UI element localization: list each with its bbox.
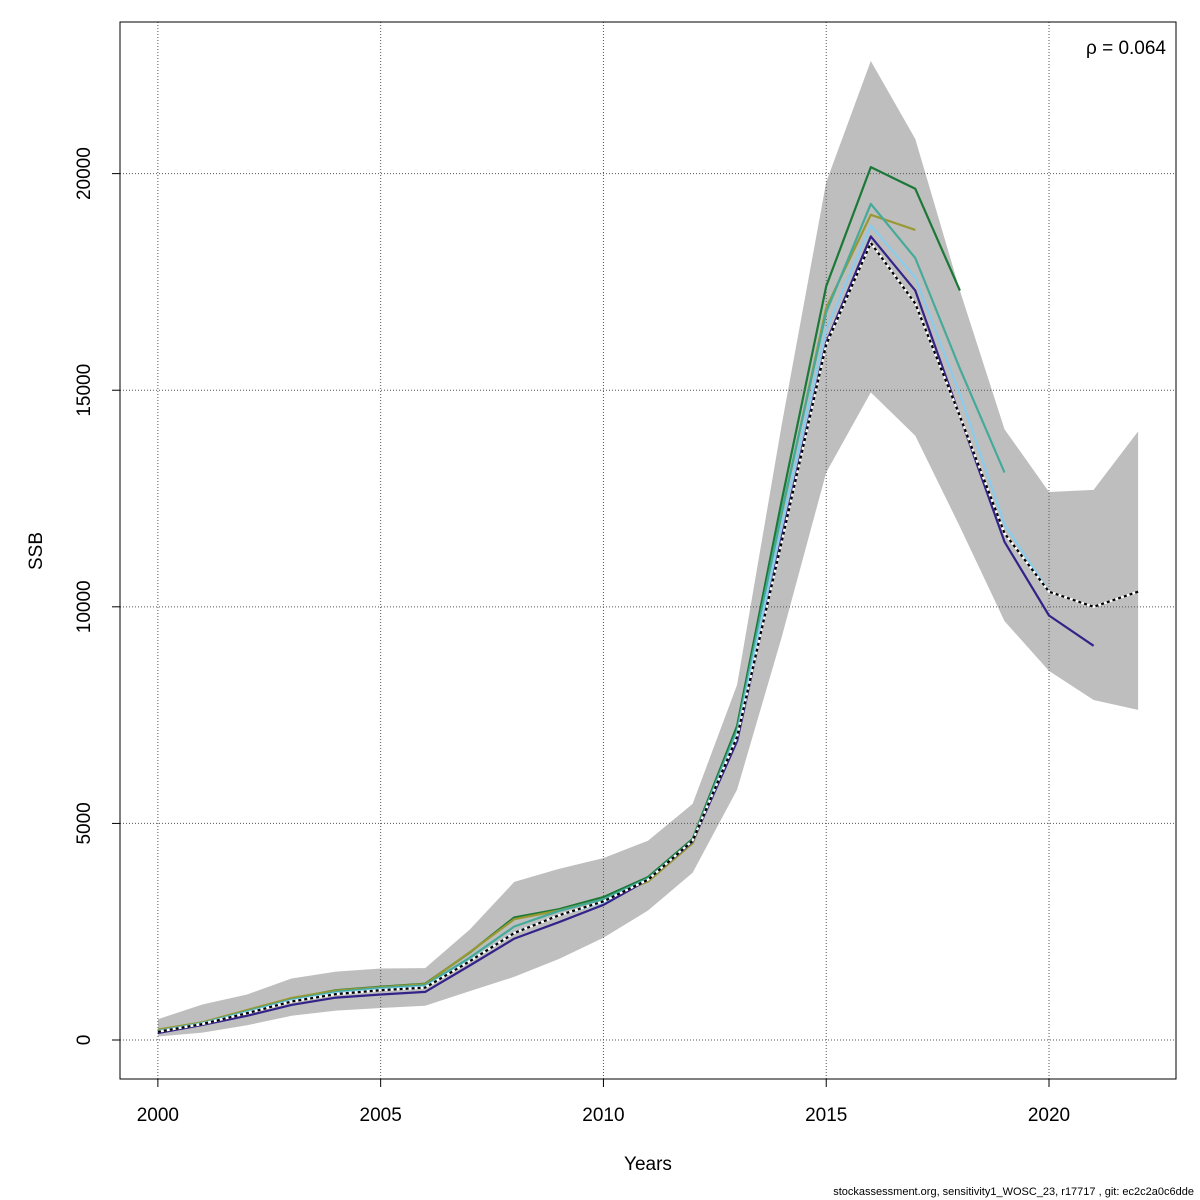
series-layer bbox=[157, 166, 1139, 1035]
x-tick-label-2010: 2010 bbox=[582, 1105, 624, 1126]
x-tick-label-2015: 2015 bbox=[805, 1105, 847, 1126]
y-tick-label-0: 0 bbox=[74, 1035, 95, 1046]
confidence-band-layer bbox=[157, 61, 1139, 1037]
x-axis-label: Years bbox=[624, 1154, 672, 1175]
y-tick-label-15000: 15000 bbox=[74, 364, 95, 417]
rho-annotation: ρ = 0.064 bbox=[1086, 38, 1166, 59]
y-tick-label-5000: 5000 bbox=[74, 802, 95, 844]
x-tick-label-2020: 2020 bbox=[1028, 1105, 1070, 1126]
footer-source: stockassessment.org, sensitivity1_WOSC_2… bbox=[833, 1186, 1194, 1198]
confidence-band bbox=[157, 61, 1139, 1037]
grid-layer bbox=[120, 22, 1176, 1079]
series-line-5 bbox=[157, 241, 1139, 1033]
plot-frame bbox=[119, 21, 1177, 1080]
x-tick-label-2000: 2000 bbox=[137, 1105, 179, 1126]
x-tick-label-2005: 2005 bbox=[360, 1105, 402, 1126]
y-axis-label: SSB bbox=[26, 532, 47, 570]
series-line-4 bbox=[157, 235, 1095, 1035]
series-line-5-underlay bbox=[157, 241, 1139, 1033]
y-tick-label-20000: 20000 bbox=[74, 147, 95, 200]
axis-layer: 2000 2005 2010 2015 2020 0 5000 10000 15000 20000 bbox=[74, 147, 1070, 1126]
y-tick-label-10000: 10000 bbox=[74, 580, 95, 633]
